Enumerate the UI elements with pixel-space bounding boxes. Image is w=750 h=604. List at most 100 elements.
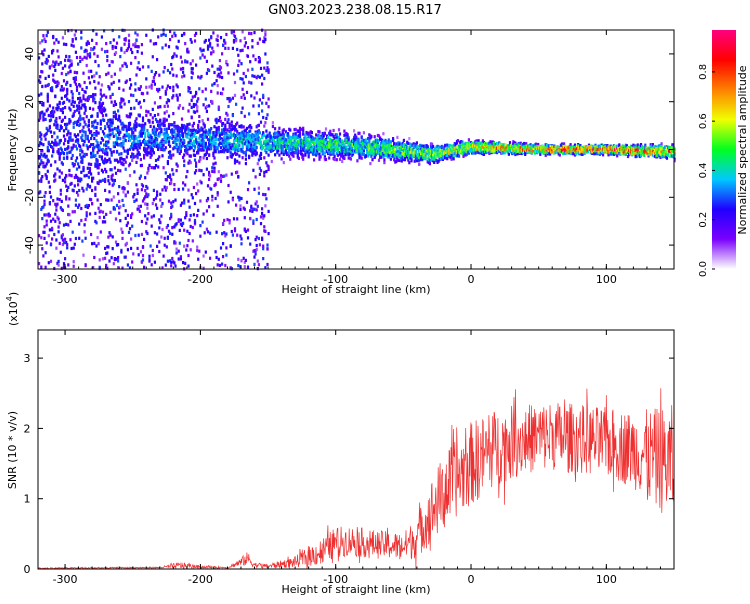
spectrogram-cell [401,152,404,156]
spectrogram-cell [335,158,338,162]
spectrogram-cell [412,142,415,146]
spectrogram-cell [224,148,227,152]
spectrogram-cell [90,198,93,202]
spectrogram-cell [356,159,359,163]
spectrogram-cell [118,142,121,147]
spectrogram-cell [85,43,88,47]
spectrogram-cell [67,223,70,227]
spectrogram-cell [199,144,202,148]
spectrogram-cell [130,214,133,218]
spectrogram-cell [219,179,223,183]
spectrogram-cell [183,139,186,143]
spectrogram-cell [85,86,88,90]
spectrogram-cell [199,199,202,203]
spectrogram-cell [103,29,106,33]
spectrogram-cell [387,138,390,142]
spectrogram-cell [104,220,107,224]
spectrogram-cell [178,129,181,133]
spectrogram-cell [183,31,186,36]
spectrogram-cell [266,139,269,143]
spectrogram-cell [48,190,51,194]
spectrogram-cell [209,44,212,48]
spectrogram-cell [46,169,49,173]
spectrogram-cell [87,175,90,179]
spectrogram-cell [128,121,132,125]
spectrogram-cell [263,170,266,174]
spectrogram-cell [229,98,232,102]
spectrogram-cell [230,147,233,151]
spectrogram-cell [244,150,247,154]
spectrogram-cell [179,67,182,71]
spectrogram-cell [241,77,244,81]
spectrogram-cell [70,102,73,106]
spectrogram-cell [303,146,306,150]
spectrogram-cell [262,131,265,135]
spectrogram-cell [252,104,255,108]
spectrogram-cell [55,60,58,64]
spectrogram-cell [59,88,62,92]
spectrogram-cell [79,96,82,100]
spectrogram-cell [218,131,221,135]
spectrogram-cell [367,154,370,158]
spectrogram-cell [134,82,137,86]
spectrogram-cell [196,99,199,103]
spectrogram-cell [143,156,146,160]
spectrogram-cell [134,119,137,123]
spectrogram-cell [105,263,108,267]
spectrogram-cell [128,115,132,119]
spectrogram-cell [46,145,49,149]
spectrogram-cell [216,67,219,71]
spectrogram-cell [374,153,377,157]
spectrogram-cell [462,154,465,158]
spectrogram-cell [137,204,140,208]
spectrogram-cell [73,210,76,214]
spectrogram-cell [57,217,60,221]
spectrogram-cell [309,140,312,144]
spectrogram-cell [167,229,171,233]
spectrogram-cell [43,37,46,41]
spectrogram-cell [122,139,125,143]
spectrogram-cell [106,198,109,202]
spectrogram-cell [92,143,95,147]
spectrogram-cell [114,133,118,137]
spectrogram-cell [83,103,86,107]
spectrogram-cell [277,149,280,153]
spectrogram-cell [267,209,270,213]
spectrogram-cell [188,102,191,106]
spectrogram-cell [206,130,210,134]
spectrogram-cell [161,266,164,270]
spectrogram-cell [59,250,62,254]
spectrogram-cell [87,128,90,132]
spectrogram-cell [201,133,204,137]
spectrogram-cell [113,158,116,162]
spectrogram-cell [66,243,69,247]
spectrogram-cell [65,127,68,131]
spectrogram-cell [38,93,41,97]
spectrogram-cell [110,74,113,79]
spectrogram-cell [98,75,101,79]
spectrogram-cell [226,97,229,101]
spectrogram-cell [355,135,358,139]
spectrogram-cell [205,167,208,171]
spectrogram-cell [60,266,63,270]
spectrogram-cell [186,125,189,129]
spectrogram-cell [180,75,184,79]
spectrogram-cell [74,203,77,207]
spectrogram-cell [149,39,152,43]
spectrogram-cell [110,256,113,260]
spectrogram-cell [86,96,89,100]
spectrogram-cell [45,57,48,61]
spectrogram-cell [191,143,194,147]
spectrogram-cell [117,192,120,196]
spectrogram-cell [224,41,227,45]
spectrogram-cell [91,154,94,158]
spectrogram-cell [86,40,89,44]
spectrogram-cell [49,118,53,122]
spectrogram-cell [258,57,261,61]
spectrogram-cell [172,94,175,98]
spectrogram-cell [98,148,101,152]
spectrogram-cell [224,144,227,148]
spectrogram-cell [329,131,332,135]
spectrogram-cell [290,144,293,148]
spectrogram-cell [255,243,258,248]
